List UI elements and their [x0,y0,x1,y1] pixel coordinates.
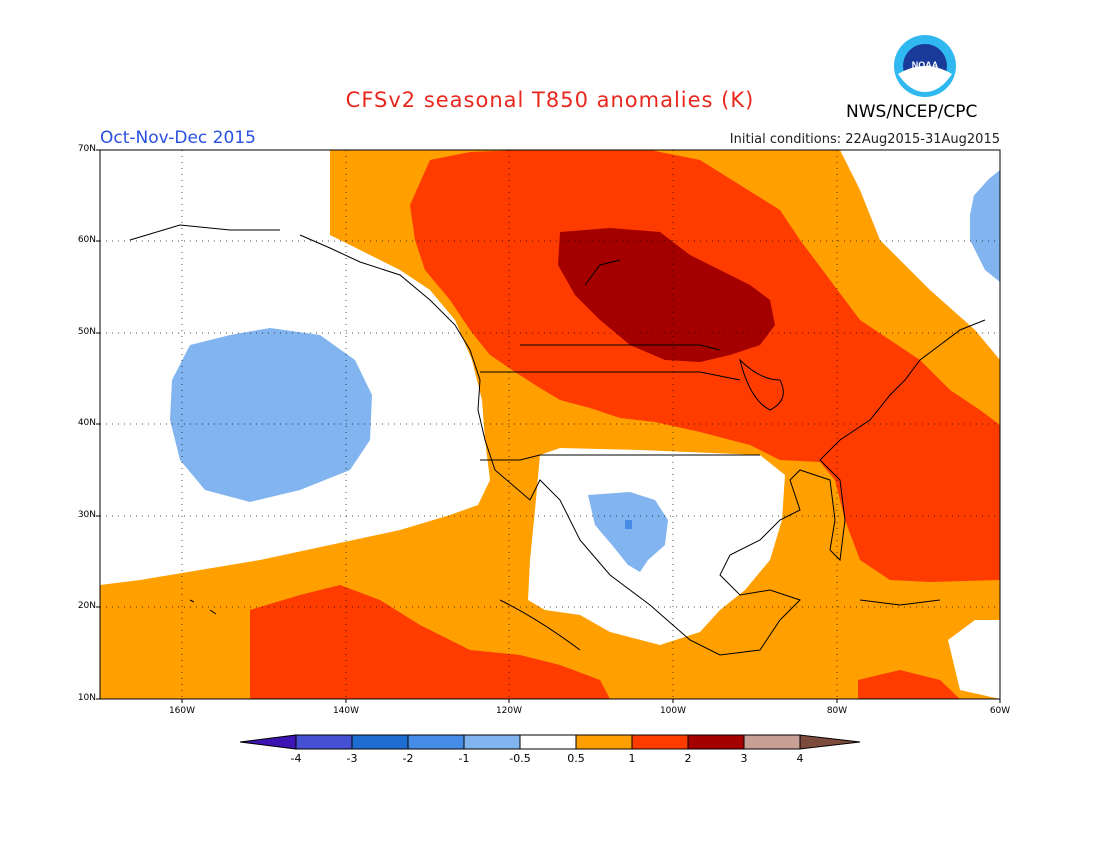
colorbar-arrow-left [239,734,297,750]
colorbar-arrow-right [799,734,861,750]
lat-label: 70N [77,144,96,154]
colorbar-swatch [631,734,689,750]
anomaly-region-blue-greenland [970,170,1000,282]
colorbar-label: 3 [740,752,748,765]
lon-label: 160W [168,706,196,716]
colorbar [239,734,861,750]
colorbar-swatch [351,734,409,750]
noaa-logo-text: NOAA [912,60,939,70]
colorbar-label: -0.5 [509,752,531,765]
lat-label: 50N [77,327,96,337]
colorbar-label: 1 [628,752,636,765]
agency-label: NWS/NCEP/CPC [846,102,978,122]
lon-label: 100W [659,706,687,716]
forecast-period: Oct-Nov-Dec 2015 [100,128,256,148]
colorbar-swatch [743,734,801,750]
colorbar-label: -2 [402,752,414,765]
colorbar-swatch [687,734,745,750]
anomaly-region-blue-pacific [170,328,372,502]
lat-label: 60N [77,235,96,245]
lat-label: 10N [77,693,96,703]
colorbar-label: -1 [458,752,470,765]
colorbar-label: 0.5 [567,752,585,765]
colorbar-swatch [519,734,577,750]
lat-label: 40N [77,418,96,428]
colorbar-swatch [463,734,521,750]
graticule [100,150,1000,699]
colorbar-label: 4 [796,752,804,765]
anomaly-region-blue-mexico [588,492,668,572]
coastlines [129,224,986,656]
lon-label: 60W [989,706,1011,716]
colorbar-swatch [575,734,633,750]
initial-conditions: Initial conditions: 22Aug2015-31Aug2015 [729,132,1000,147]
colorbar-swatch [407,734,465,750]
lon-label: 80W [826,706,848,716]
anomaly-region-red [410,150,1000,582]
colorbar-label: -3 [346,752,358,765]
anomaly-region-white-ne [840,150,1000,285]
noaa-logo: NOAA [894,35,956,97]
lon-label: 120W [495,706,523,716]
lat-label: 30N [77,510,96,520]
anomaly-field [100,150,1000,699]
colorbar-label: 2 [684,752,692,765]
colorbar-swatch [295,734,353,750]
anomaly-region-white-arctic [100,150,330,262]
anomaly-region-red-southpacific [250,585,610,699]
colorbar-label: -4 [290,752,302,765]
lon-label: 140W [332,706,360,716]
chart-title: CFSv2 seasonal T850 anomalies (K) [345,88,755,112]
lat-label: 20N [77,601,96,611]
axis-ticks [96,149,1001,703]
